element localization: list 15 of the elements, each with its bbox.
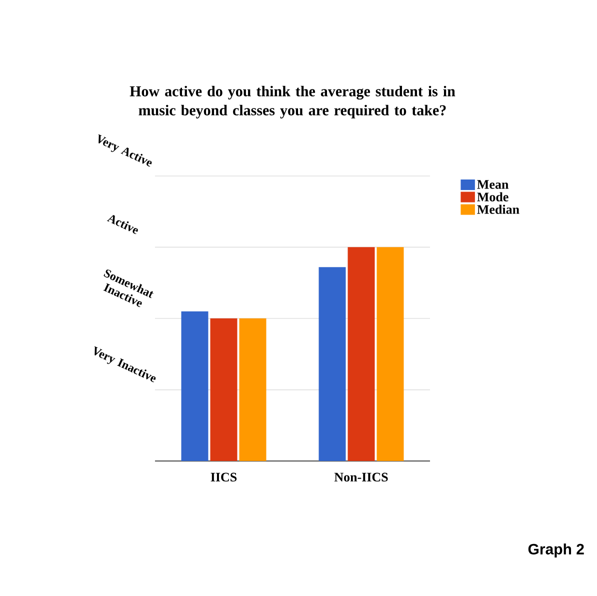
x-tick-label: Non-IICS	[334, 472, 388, 482]
bar	[210, 318, 238, 461]
bar	[376, 247, 404, 461]
x-tick-label: IICS	[210, 472, 237, 482]
legend-label: Median	[477, 204, 520, 214]
bar	[348, 247, 375, 461]
bar	[239, 318, 266, 461]
ref-line-label: Very Active	[98, 134, 152, 167]
ref-line-label: Active	[106, 214, 138, 234]
bar	[181, 311, 208, 461]
chart-title: How active do you think the average student is in music beyond classes you are required to take?	[130, 86, 456, 118]
bar	[318, 267, 346, 461]
caption: Graph 2	[528, 543, 584, 558]
legend-label: Mode	[477, 192, 508, 202]
legend-label: Mean	[477, 180, 509, 189]
